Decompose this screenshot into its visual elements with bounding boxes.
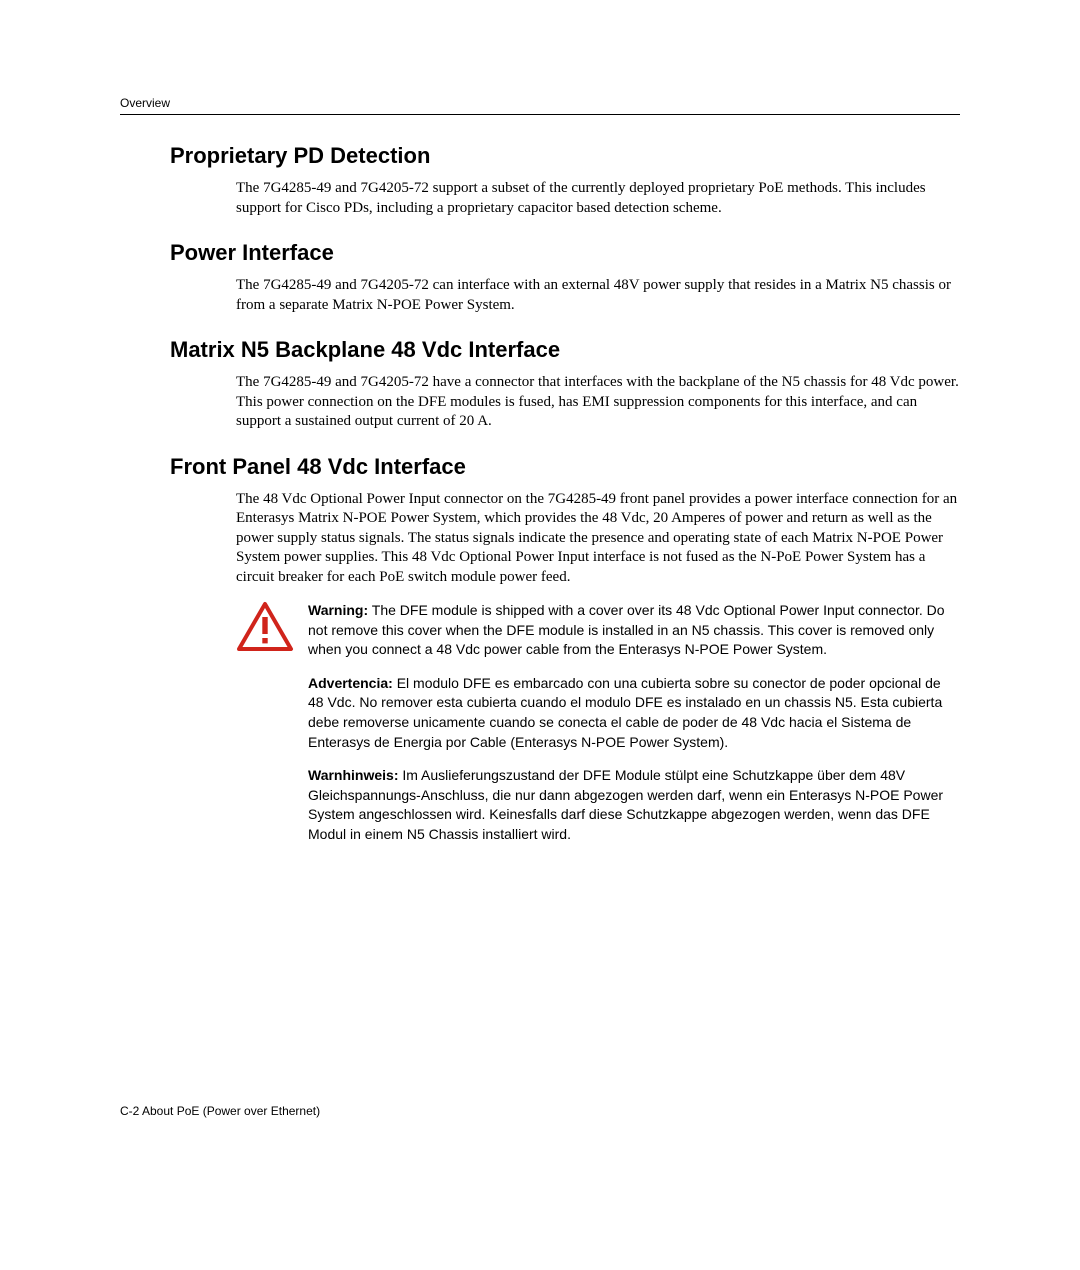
- section-front-panel: Front Panel 48 Vdc Interface The 48 Vdc …: [120, 454, 960, 845]
- page-footer: C-2 About PoE (Power over Ethernet): [120, 1104, 320, 1118]
- warning-icon: [236, 601, 294, 658]
- section-matrix-n5-backplane: Matrix N5 Backplane 48 Vdc Interface The…: [120, 337, 960, 432]
- warning-body: El modulo DFE es embarcado con una cubie…: [308, 675, 942, 750]
- section-title: Power Interface: [170, 240, 960, 266]
- section-title: Matrix N5 Backplane 48 Vdc Interface: [170, 337, 960, 363]
- warning-text-en: Warning: The DFE module is shipped with …: [308, 601, 960, 660]
- warning-block: Warning: The DFE module is shipped with …: [236, 601, 960, 845]
- section-power-interface: Power Interface The 7G4285-49 and 7G4205…: [120, 240, 960, 315]
- document-page: Overview Proprietary PD Detection The 7G…: [0, 0, 1080, 1270]
- warning-label: Advertencia:: [308, 675, 393, 691]
- section-body: The 7G4285-49 and 7G4205-72 have a conne…: [236, 373, 960, 432]
- warning-body: Im Auslieferungszustand der DFE Module s…: [308, 767, 943, 842]
- warning-label: Warnhinweis:: [308, 767, 399, 783]
- section-body: The 7G4285-49 and 7G4205-72 support a su…: [236, 179, 960, 218]
- section-body: The 48 Vdc Optional Power Input connecto…: [236, 490, 960, 588]
- running-head: Overview: [120, 96, 960, 115]
- section-title: Proprietary PD Detection: [170, 143, 960, 169]
- warning-label: Warning:: [308, 602, 368, 618]
- section-body: The 7G4285-49 and 7G4205-72 can interfac…: [236, 276, 960, 315]
- warning-row-es: Advertencia: El modulo DFE es embarcado …: [236, 674, 960, 752]
- warning-text-de: Warnhinweis: Im Auslieferungszustand der…: [308, 766, 960, 844]
- section-proprietary-pd-detection: Proprietary PD Detection The 7G4285-49 a…: [120, 143, 960, 218]
- warning-row-en: Warning: The DFE module is shipped with …: [236, 601, 960, 660]
- warning-row-de: Warnhinweis: Im Auslieferungszustand der…: [236, 766, 960, 844]
- warning-text-es: Advertencia: El modulo DFE es embarcado …: [308, 674, 960, 752]
- section-title: Front Panel 48 Vdc Interface: [170, 454, 960, 480]
- warning-body: The DFE module is shipped with a cover o…: [308, 602, 945, 657]
